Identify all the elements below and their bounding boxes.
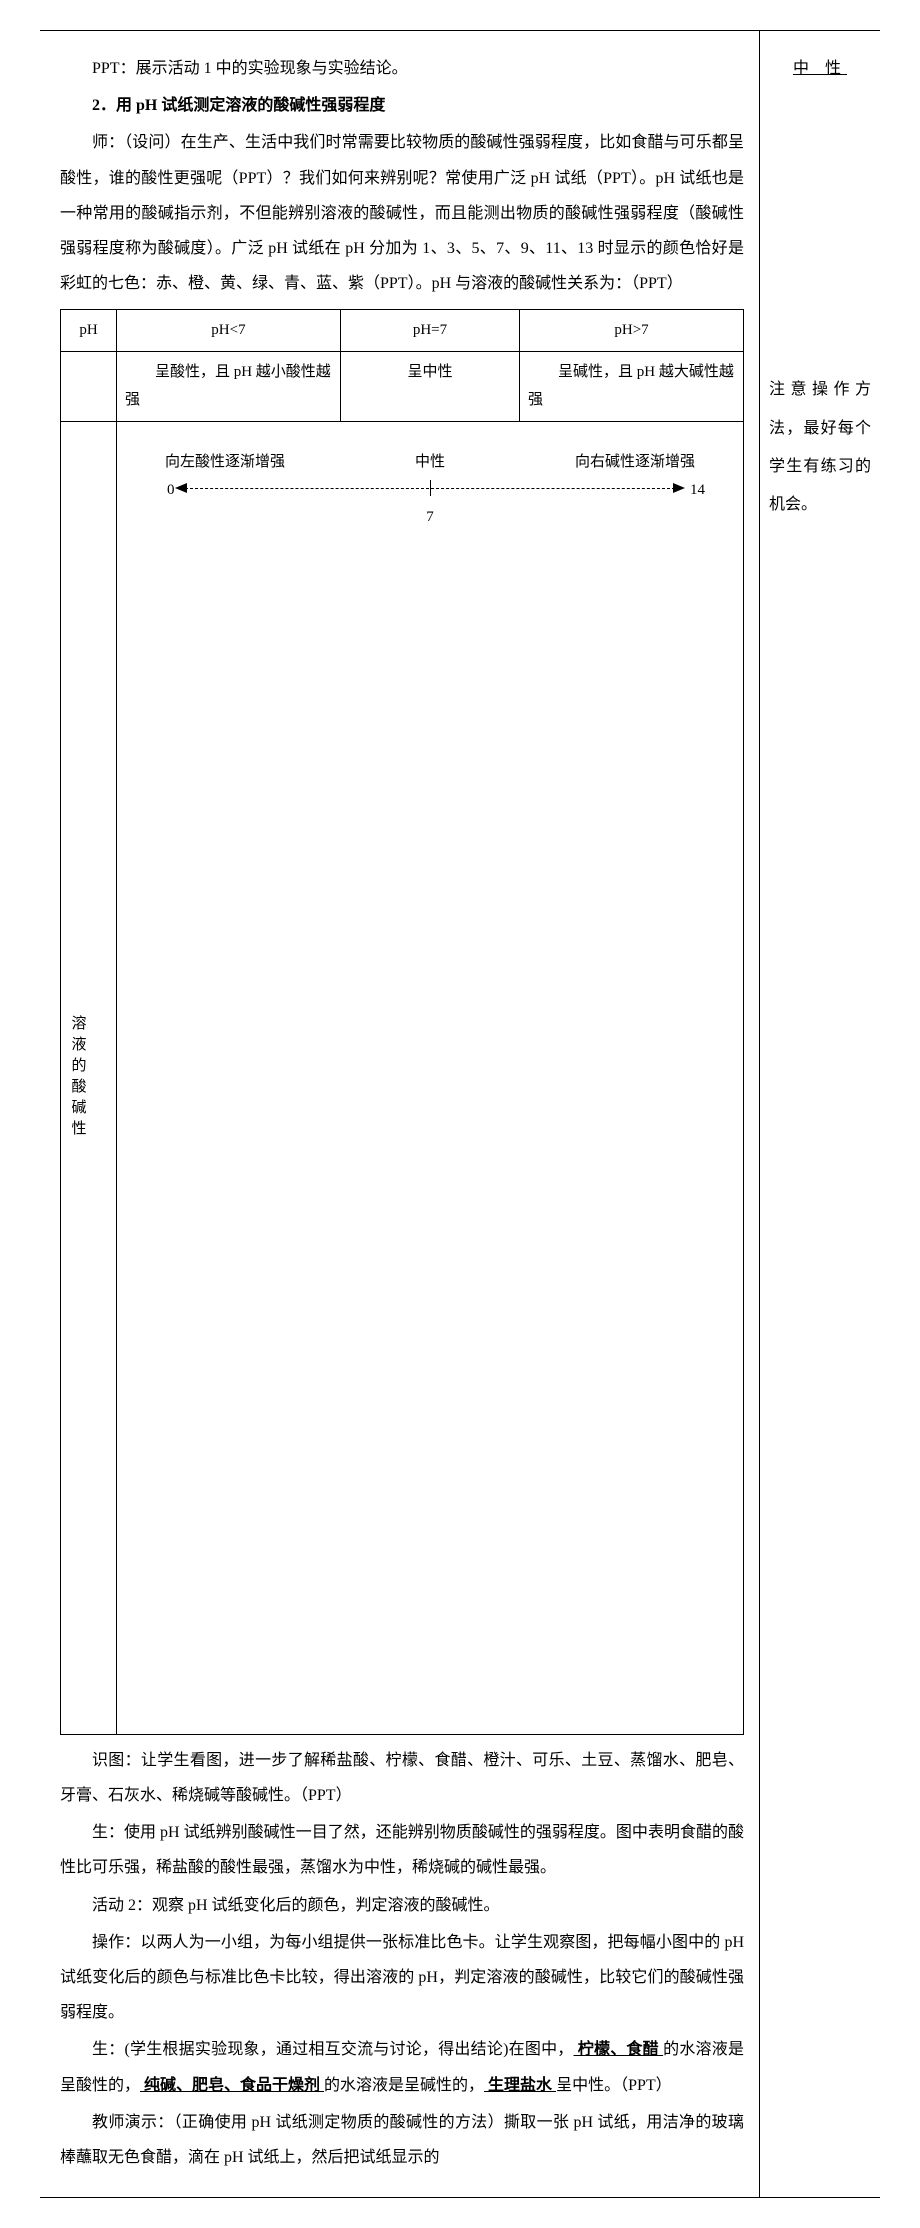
paragraph-read-figure: 识图：让学生看图，进一步了解稀盐酸、柠檬、食醋、橙汁、可乐、土豆、蒸馏水、肥皂、… bbox=[60, 1743, 744, 1813]
center-tick-mark bbox=[430, 480, 431, 496]
axis-num-7: 7 bbox=[426, 503, 434, 532]
side-top-label: 中 性 bbox=[765, 51, 875, 86]
label-neutral-center: 中性 bbox=[415, 448, 445, 477]
diagram-labels-row: 向左酸性逐渐增强 中性 向右碱性逐渐增强 bbox=[125, 448, 735, 477]
paragraph-student-conclusion: 生：(学生根据实验现象，通过相互交流与讨论，得出结论)在图中， 柠檬、食醋 的水… bbox=[60, 2032, 744, 2102]
axis-num-14: 14 bbox=[690, 476, 705, 505]
table-header-row: pH pH<7 pH=7 pH>7 bbox=[61, 310, 744, 352]
paragraph-ppt-intro: PPT：展示活动 1 中的实验现象与实验结论。 bbox=[60, 51, 744, 86]
ph-axis-line bbox=[185, 488, 675, 490]
header-lt7: pH<7 bbox=[116, 310, 340, 352]
paragraph-operation: 操作：以两人为一小组，为每小组提供一张标准比色卡。让学生观察图，把每幅小图中的 … bbox=[60, 1925, 744, 2031]
diagram-vertical-label: 溶液的酸碱性 bbox=[63, 428, 92, 1728]
p7-mid2: 的水溶液是呈碱性的， bbox=[324, 2077, 484, 2094]
arrow-left-icon bbox=[175, 483, 187, 493]
desc-gt7: 呈碱性，且 pH 越大碱性越强 bbox=[520, 351, 744, 421]
desc-eq7: 呈中性 bbox=[340, 351, 519, 421]
main-column: PPT：展示活动 1 中的实验现象与实验结论。 2．用 pH 试纸测定溶液的酸碱… bbox=[40, 31, 760, 2197]
paragraph-teacher-question: 师：（设问）在生产、生活中我们时常需要比较物质的酸碱性强弱程度，比如食醋与可乐都… bbox=[60, 125, 744, 301]
p7-suffix: 呈中性。（PPT） bbox=[556, 2077, 672, 2094]
ph-scale-diagram: 向左酸性逐渐增强 中性 向右碱性逐渐增强 0 7 14 bbox=[125, 428, 735, 1728]
p7-prefix: 生：(学生根据实验现象，通过相互交流与讨论，得出结论)在图中， bbox=[92, 2041, 574, 2058]
p7-underline-1: 柠檬、食醋 bbox=[574, 2041, 664, 2058]
header-eq7: pH=7 bbox=[340, 310, 519, 352]
axis-num-0: 0 bbox=[167, 476, 175, 505]
header-ph: pH bbox=[61, 310, 117, 352]
arrow-right-icon bbox=[673, 483, 685, 493]
table-desc-row: 呈酸性，且 pH 越小酸性越强 呈中性 呈碱性，且 pH 越大碱性越强 bbox=[61, 351, 744, 421]
page-container: PPT：展示活动 1 中的实验现象与实验结论。 2．用 pH 试纸测定溶液的酸碱… bbox=[40, 30, 880, 2198]
label-base-right: 向右碱性逐渐增强 bbox=[575, 448, 695, 477]
ph-relation-table: pH pH<7 pH=7 pH>7 呈酸性，且 pH 越小酸性越强 呈中性 呈碱… bbox=[60, 309, 744, 1735]
p7-underline-3: 生理盐水 bbox=[484, 2077, 556, 2094]
p7-underline-2: 纯碱、肥皂、食品干燥剂 bbox=[140, 2077, 324, 2094]
paragraph-activity-2: 活动 2：观察 pH 试纸变化后的颜色，判定溶液的酸碱性。 bbox=[60, 1888, 744, 1923]
diagram-row-label-cell: 溶液的酸碱性 bbox=[61, 421, 117, 1734]
paragraph-student-answer: 生：使用 pH 试纸辨别酸碱性一目了然，还能辨别物质酸碱性的强弱程度。图中表明食… bbox=[60, 1815, 744, 1885]
ph-diagram-cell: 向左酸性逐渐增强 中性 向右碱性逐渐增强 0 7 14 bbox=[116, 421, 743, 1734]
section-heading-2: 2．用 pH 试纸测定溶液的酸碱性强弱程度 bbox=[60, 88, 744, 123]
header-gt7: pH>7 bbox=[520, 310, 744, 352]
side-column: 中 性 注意操作方法，最好每个学生有练习的机会。 bbox=[760, 31, 880, 2197]
side-note-text: 注意操作方法，最好每个学生有练习的机会。 bbox=[765, 371, 875, 525]
table-diagram-row: 溶液的酸碱性 向左酸性逐渐增强 中性 向右碱性逐渐增强 bbox=[61, 421, 744, 1734]
paragraph-teacher-demo: 教师演示：（正确使用 pH 试纸测定物质的酸碱性的方法）撕取一张 pH 试纸，用… bbox=[60, 2105, 744, 2175]
desc-ph-empty bbox=[61, 351, 117, 421]
label-acid-left: 向左酸性逐渐增强 bbox=[165, 448, 285, 477]
desc-lt7: 呈酸性，且 pH 越小酸性越强 bbox=[116, 351, 340, 421]
